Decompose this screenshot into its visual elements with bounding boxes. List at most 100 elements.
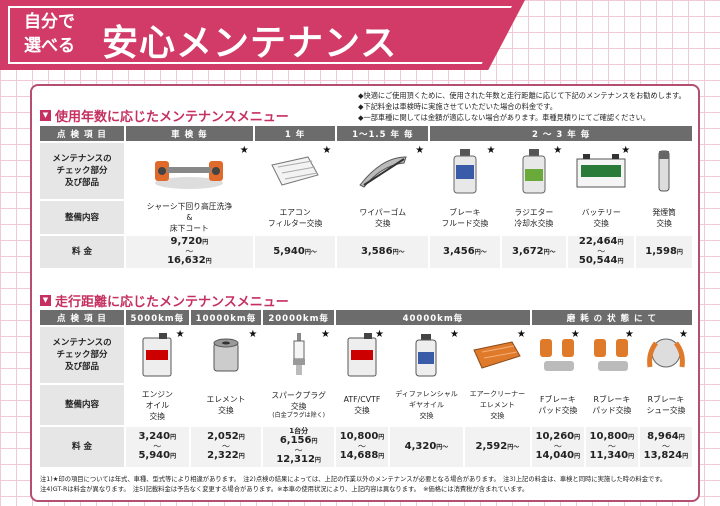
work-atf: ATF/CVTF 交換 bbox=[335, 385, 389, 425]
work-air-cleaner: エアークリーナー エレメント 交換 bbox=[464, 385, 530, 425]
section1-group-2-3year: 2 〜 3 年 毎 bbox=[430, 126, 692, 141]
price-coolant: 3,672円〜 bbox=[501, 236, 567, 268]
work-flare: 発煙筒 交換 bbox=[636, 201, 692, 234]
rear-brake-pad-icon: ★ bbox=[585, 327, 638, 383]
price-oil-element: 2,052円〜 2,322円 bbox=[190, 427, 262, 467]
section1-table: 点 検 項 目 車 検 毎 1 年 1〜1.5 年 毎 2 〜 3 年 毎 メン… bbox=[38, 124, 694, 270]
section2-group-wear: 磨 耗 の 状 態 に て bbox=[531, 310, 692, 325]
footnotes: 注1)★印の項目については年式、車種、型式等により相違があります。 注2)点検の… bbox=[40, 475, 695, 495]
star-mark-icon: ★ bbox=[321, 329, 330, 340]
star-mark-icon: ★ bbox=[621, 145, 631, 156]
price-battery: 22,464円〜 50,544円 bbox=[568, 236, 635, 268]
section2-row-label-price: 料 金 bbox=[40, 427, 124, 467]
top-notes: 快適にご使用頂くために、使用された年数と走行距離に応じて下記のメンテナンスをお勧… bbox=[358, 90, 694, 123]
banner-subtitle: 自分で 選べる bbox=[24, 10, 94, 58]
star-mark-icon: ★ bbox=[449, 329, 459, 340]
star-mark-icon: ★ bbox=[415, 145, 425, 156]
footnote-line-2: 注4)GT-Rは料金が異なります。 注5)記載料金は予告なく変更する場合がありま… bbox=[40, 486, 529, 493]
price-front-brake-pad: 10,260円〜 14,040円 bbox=[531, 427, 584, 467]
price-spark-plug: 1台分 6,156円〜 12,312円 bbox=[263, 427, 334, 467]
work-engine-oil: エンジン オイル 交換 bbox=[126, 385, 189, 425]
section2-group-5000km: 5000km毎 bbox=[126, 310, 189, 325]
price-air-cleaner: 2,592円〜 bbox=[464, 427, 530, 467]
section1-header-label: 点 検 項 目 bbox=[40, 126, 124, 141]
price-brake-fluid: 3,456円〜 bbox=[430, 236, 500, 268]
work-front-brake-pad: Fブレーキ パッド交換 bbox=[531, 385, 584, 425]
triangle-marker-icon: ▼ bbox=[40, 295, 51, 306]
section1-group-1-1.5year: 1〜1.5 年 毎 bbox=[337, 126, 429, 141]
star-mark-icon: ★ bbox=[239, 145, 249, 156]
section2-group-10000km: 10000km毎 bbox=[190, 310, 262, 325]
star-mark-icon: ★ bbox=[175, 329, 185, 340]
price-atf: 10,800円〜 14,688円 bbox=[335, 427, 389, 467]
section2-group-20000km: 20000km毎 bbox=[263, 310, 334, 325]
work-coolant: ラジエター 冷却水交換 bbox=[501, 201, 567, 234]
section1-group-shaken: 車 検 毎 bbox=[126, 126, 253, 141]
star-mark-icon: ★ bbox=[679, 329, 688, 340]
top-note-3: 一部車種に関しては金額が適応しない場合があります。車種見積りにてご確認ください。 bbox=[358, 112, 694, 123]
work-brake-shoe: Rブレーキ シュー交換 bbox=[639, 385, 692, 425]
price-wiper: 3,586円〜 bbox=[337, 236, 429, 268]
engine-oil-icon: ★ bbox=[126, 327, 189, 383]
banner-subtitle-line1: 自分で bbox=[24, 12, 75, 32]
price-flare: 1,598円 bbox=[636, 236, 692, 268]
star-mark-icon: ★ bbox=[516, 329, 526, 340]
battery-icon: ★ bbox=[568, 143, 635, 199]
star-mark-icon: ★ bbox=[248, 329, 258, 340]
work-oil-element: エレメント 交換 bbox=[190, 385, 262, 425]
star-mark-icon: ★ bbox=[570, 329, 580, 340]
section1-group-1year: 1 年 bbox=[254, 126, 336, 141]
work-diff-oil: ディファレンシャル ギヤオイル 交換 bbox=[390, 385, 463, 425]
section2-group-40000km: 40000km毎 bbox=[335, 310, 530, 325]
work-chassis: シャーシ下回り高圧洗浄 & 床下コート bbox=[126, 201, 253, 234]
price-diff-oil: 4,320円〜 bbox=[390, 427, 463, 467]
atf-icon: ★ bbox=[335, 327, 389, 383]
work-spark-plug: スパークプラグ 交換 (白金プラグは除く) bbox=[263, 385, 334, 425]
aircon-filter-icon: ★ bbox=[254, 143, 336, 199]
banner-border bbox=[8, 6, 512, 64]
star-mark-icon: ★ bbox=[553, 145, 563, 156]
front-brake-pad-icon: ★ bbox=[531, 327, 584, 383]
banner-subtitle-line2: 選べる bbox=[24, 36, 75, 56]
flare-icon bbox=[636, 143, 692, 199]
section2-title-text: 走行距離に応じたメンテナンスメニュー bbox=[55, 295, 289, 310]
wiper-icon: ★ bbox=[337, 143, 429, 199]
air-cleaner-icon: ★ bbox=[464, 327, 530, 383]
chassis-icon: ★ bbox=[126, 143, 253, 199]
work-wiper: ワイパーゴム 交換 bbox=[337, 201, 429, 234]
triangle-marker-icon: ▼ bbox=[40, 110, 51, 121]
maintenance-panel: ▼ 使用年数に応じたメンテナンスメニュー 快適にご使用頂くために、使用された年数… bbox=[30, 84, 700, 502]
diff-oil-icon: ★ bbox=[390, 327, 463, 383]
brake-shoe-icon: ★ bbox=[639, 327, 692, 383]
section2-title: ▼ 走行距離に応じたメンテナンスメニュー bbox=[40, 291, 289, 310]
star-mark-icon: ★ bbox=[486, 145, 496, 156]
spark-plug-icon: ★ bbox=[263, 327, 334, 383]
section1-row-label-check: メンテナンスの チェック部分 及び部品 bbox=[40, 143, 124, 199]
section2-header-label: 点 検 項 目 bbox=[40, 310, 124, 325]
star-mark-icon: ★ bbox=[624, 329, 634, 340]
title-banner bbox=[0, 0, 525, 70]
top-note-2: 下記料金は車検時に実施させていただいた場合の料金です。 bbox=[358, 101, 694, 112]
section1-title-text: 使用年数に応じたメンテナンスメニュー bbox=[55, 110, 289, 125]
work-brake-fluid: ブレーキ フルード交換 bbox=[430, 201, 500, 234]
price-rear-brake-pad: 10,800円〜 11,340円 bbox=[585, 427, 638, 467]
work-aircon-filter: エアコン フィルター交換 bbox=[254, 201, 336, 234]
footnote-line-1: 注1)★印の項目については年式、車種、型式等により相違があります。 注2)点検の… bbox=[40, 476, 667, 483]
work-battery: バッテリー 交換 bbox=[568, 201, 635, 234]
section1-title: ▼ 使用年数に応じたメンテナンスメニュー bbox=[40, 106, 289, 125]
section1-row-label-work: 整備内容 bbox=[40, 201, 124, 234]
price-aircon-filter: 5,940円〜 bbox=[254, 236, 336, 268]
section2-table: 点 検 項 目 5000km毎 10000km毎 20000km毎 40000k… bbox=[38, 308, 694, 469]
brake-fluid-icon: ★ bbox=[430, 143, 500, 199]
coolant-icon: ★ bbox=[501, 143, 567, 199]
star-mark-icon: ★ bbox=[322, 145, 332, 156]
banner-title: 安心メンテナンス bbox=[102, 23, 398, 64]
oil-element-icon: ★ bbox=[190, 327, 262, 383]
price-brake-shoe: 8,964円〜 13,824円 bbox=[639, 427, 692, 467]
section2-row-label-work: 整備内容 bbox=[40, 385, 124, 425]
top-note-1: 快適にご使用頂くために、使用された年数と走行距離に応じて下記のメンテナンスをお勧… bbox=[358, 90, 694, 101]
section2-row-label-check: メンテナンスの チェック部分 及び部品 bbox=[40, 327, 124, 383]
price-engine-oil: 3,240円〜 5,940円 bbox=[126, 427, 189, 467]
work-rear-brake-pad: Rブレーキ パッド交換 bbox=[585, 385, 638, 425]
price-chassis: 9,720円〜 16,632円 bbox=[126, 236, 253, 268]
